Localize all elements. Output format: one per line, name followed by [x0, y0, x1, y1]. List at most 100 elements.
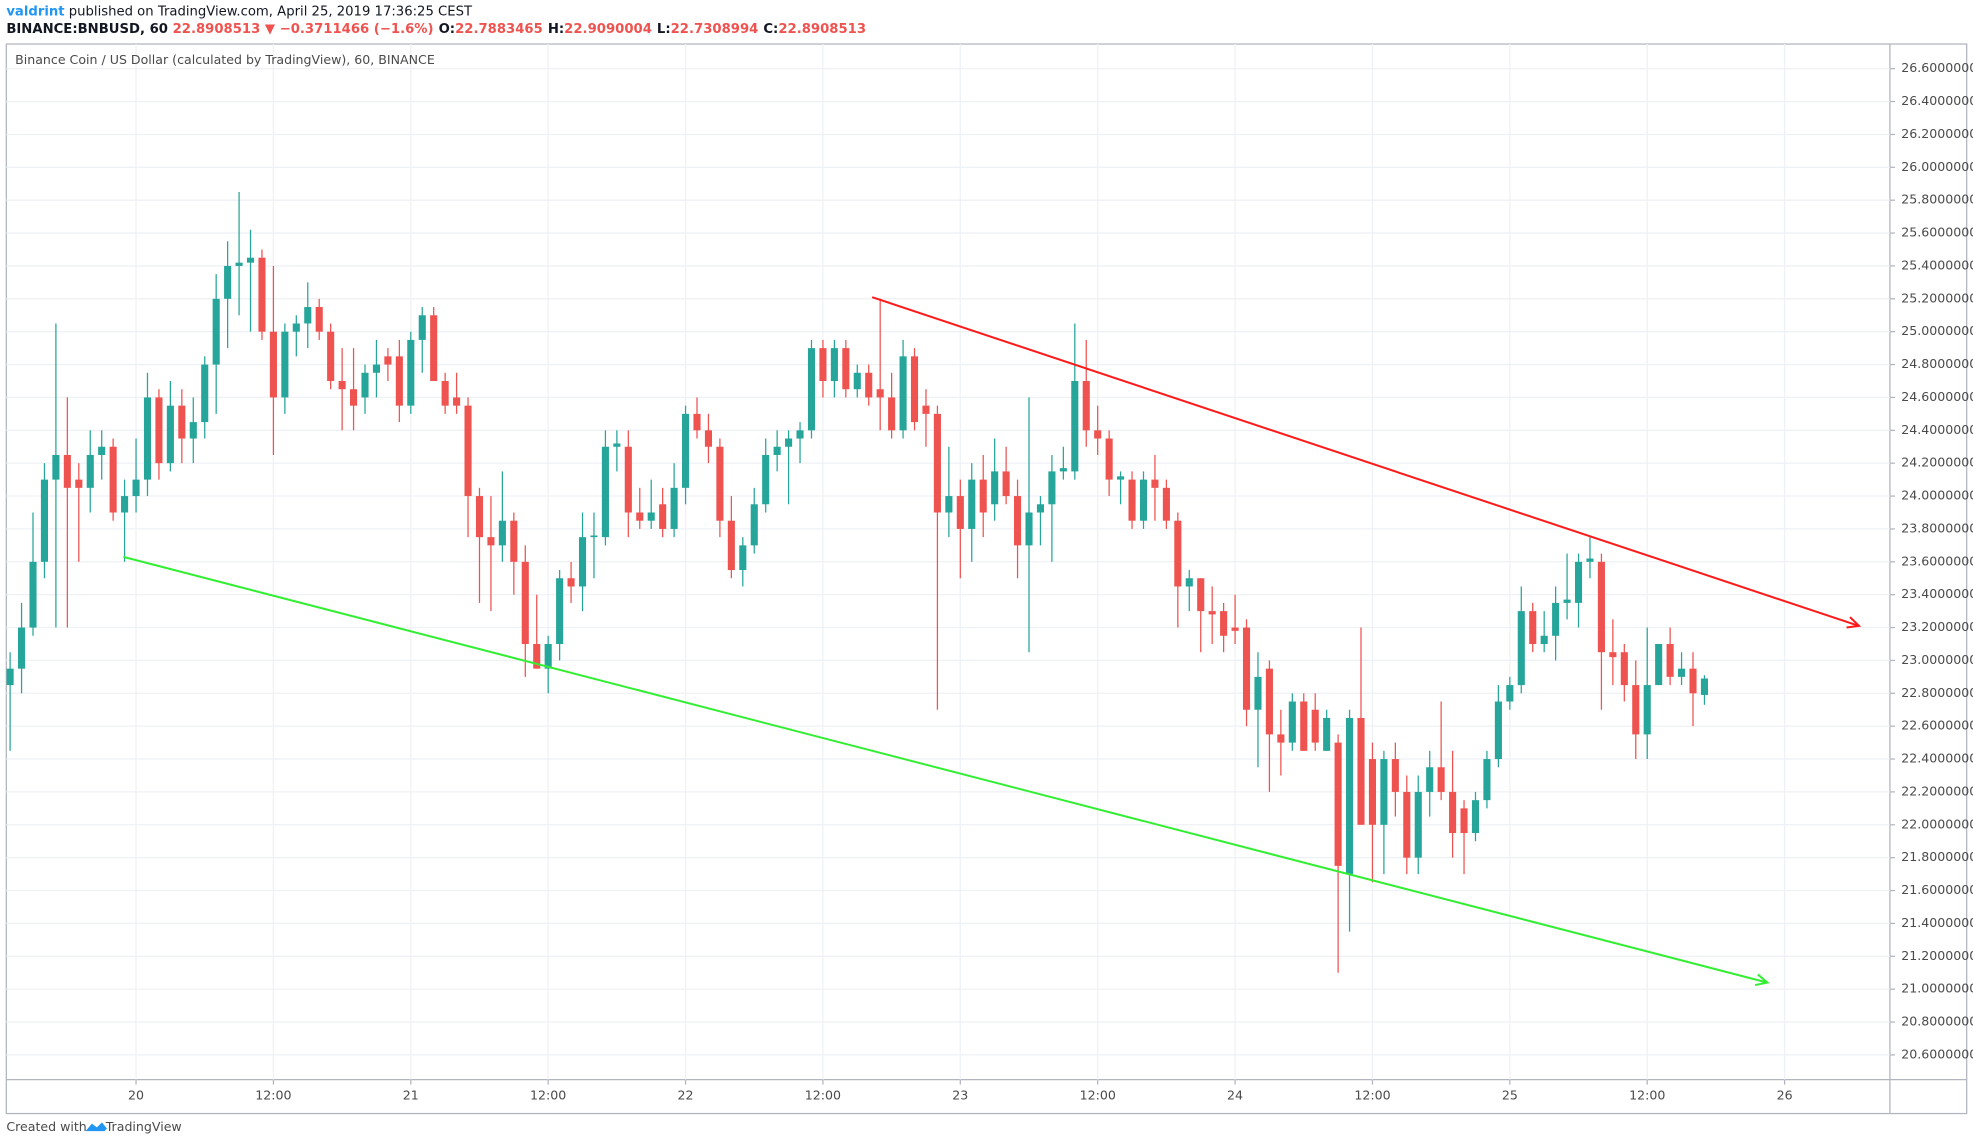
ohlc-label: L: — [657, 22, 671, 37]
y-tick-label: 23.8000000 — [1901, 520, 1973, 535]
candle-body — [1563, 599, 1571, 603]
price: 22.8908513 — [173, 22, 261, 37]
y-tick-label: 21.6000000 — [1901, 882, 1973, 897]
x-tick-label: 12:00 — [1629, 1087, 1665, 1102]
candle-body — [1174, 520, 1182, 587]
y-tick-label: 22.8000000 — [1901, 685, 1973, 700]
candle-body — [1483, 759, 1491, 801]
x-tick-label: 22 — [678, 1087, 694, 1102]
candle-body — [1471, 800, 1480, 834]
trend-line — [123, 555, 1768, 984]
y-tick-label: 24.4000000 — [1901, 422, 1973, 437]
candle-body — [453, 397, 461, 406]
candle-body — [361, 372, 369, 398]
candle-body — [1689, 668, 1697, 694]
y-tick-label: 22.4000000 — [1901, 751, 1973, 766]
candle-body — [682, 413, 690, 488]
y-tick-label: 24.6000000 — [1901, 389, 1973, 404]
candle-body — [281, 331, 289, 398]
candle-body — [1036, 504, 1045, 513]
author[interactable]: valdrint — [6, 4, 65, 19]
candle-body — [487, 537, 495, 546]
candle-body — [1449, 791, 1457, 834]
candle-body — [1082, 380, 1090, 431]
candle-body — [910, 356, 919, 423]
candle-body — [945, 496, 953, 513]
candle-body — [750, 504, 758, 546]
candle-body — [556, 578, 564, 644]
candle-body — [1323, 717, 1331, 751]
trend-line — [871, 296, 1860, 627]
candle-body — [636, 512, 644, 521]
candle-body — [1700, 678, 1709, 695]
y-tick-label: 20.6000000 — [1901, 1046, 1973, 1061]
candle-body — [1197, 578, 1205, 612]
ohlc-label: O: — [439, 22, 456, 37]
brand[interactable]: TradingView — [105, 1119, 182, 1134]
candle-body — [1643, 685, 1651, 735]
candle-body — [269, 331, 277, 398]
y-tick-label: 23.6000000 — [1901, 553, 1973, 568]
candle-body — [235, 262, 243, 266]
candle-body — [624, 446, 632, 513]
y-tick-label: 26.0000000 — [1901, 159, 1973, 174]
candle-body — [1391, 759, 1399, 792]
candle-body — [1105, 438, 1113, 480]
candle-body — [1254, 676, 1262, 710]
candle-body — [1185, 578, 1193, 587]
candle-body — [98, 446, 106, 455]
candle-body — [1426, 767, 1434, 792]
x-tick-label: 12:00 — [805, 1087, 841, 1102]
published: published on TradingView.com, April 25, … — [69, 4, 473, 19]
candle-body — [166, 405, 174, 464]
candle-body — [853, 372, 861, 390]
candle-body — [418, 315, 426, 340]
candle-body — [785, 438, 793, 447]
candle-body — [1220, 611, 1228, 636]
y-tick-label: 20.8000000 — [1901, 1014, 1973, 1029]
candle-body — [258, 257, 266, 332]
candle-body — [63, 454, 71, 488]
y-tick-label: 26.4000000 — [1901, 93, 1973, 108]
candle-body — [1620, 652, 1628, 686]
candle-body — [1288, 701, 1296, 743]
candle-body — [521, 561, 529, 644]
candle-body — [739, 545, 747, 571]
candle-body — [578, 537, 587, 587]
change: ▼ −0.3711466 (−1.6%) — [265, 22, 434, 37]
candle-body — [876, 389, 884, 398]
candle-body — [1002, 471, 1010, 497]
candle-body — [40, 479, 49, 562]
candle-body — [212, 298, 220, 365]
candle-body — [819, 348, 827, 381]
candle-body — [1059, 468, 1067, 472]
candle-body — [991, 471, 999, 505]
candle-body — [670, 487, 678, 529]
ohlc-value: 22.8908513 — [778, 22, 866, 37]
candle-body — [1346, 717, 1354, 875]
candle-body — [246, 257, 255, 263]
candle-body — [1552, 602, 1560, 636]
logo — [85, 1122, 107, 1132]
candle-body — [292, 323, 300, 332]
candle-body — [544, 643, 552, 669]
ohlc-label: H: — [548, 22, 564, 37]
header-line: valdrint published on TradingView.com, A… — [6, 4, 473, 19]
candle-body — [1586, 558, 1594, 562]
x-tick-label: 12:00 — [530, 1087, 566, 1102]
y-tick-label: 22.0000000 — [1901, 816, 1973, 831]
trend-arrow — [1754, 973, 1770, 987]
candle-body — [395, 356, 403, 406]
candle-body — [933, 413, 941, 513]
x-tick-label: 23 — [952, 1087, 968, 1102]
candle-body — [338, 380, 346, 390]
candle-body — [704, 430, 713, 447]
x-tick-label: 25 — [1502, 1087, 1518, 1102]
candle-body — [1151, 479, 1159, 488]
candle-body — [1632, 685, 1640, 735]
candle-body — [498, 520, 506, 546]
candle-body — [796, 430, 804, 439]
